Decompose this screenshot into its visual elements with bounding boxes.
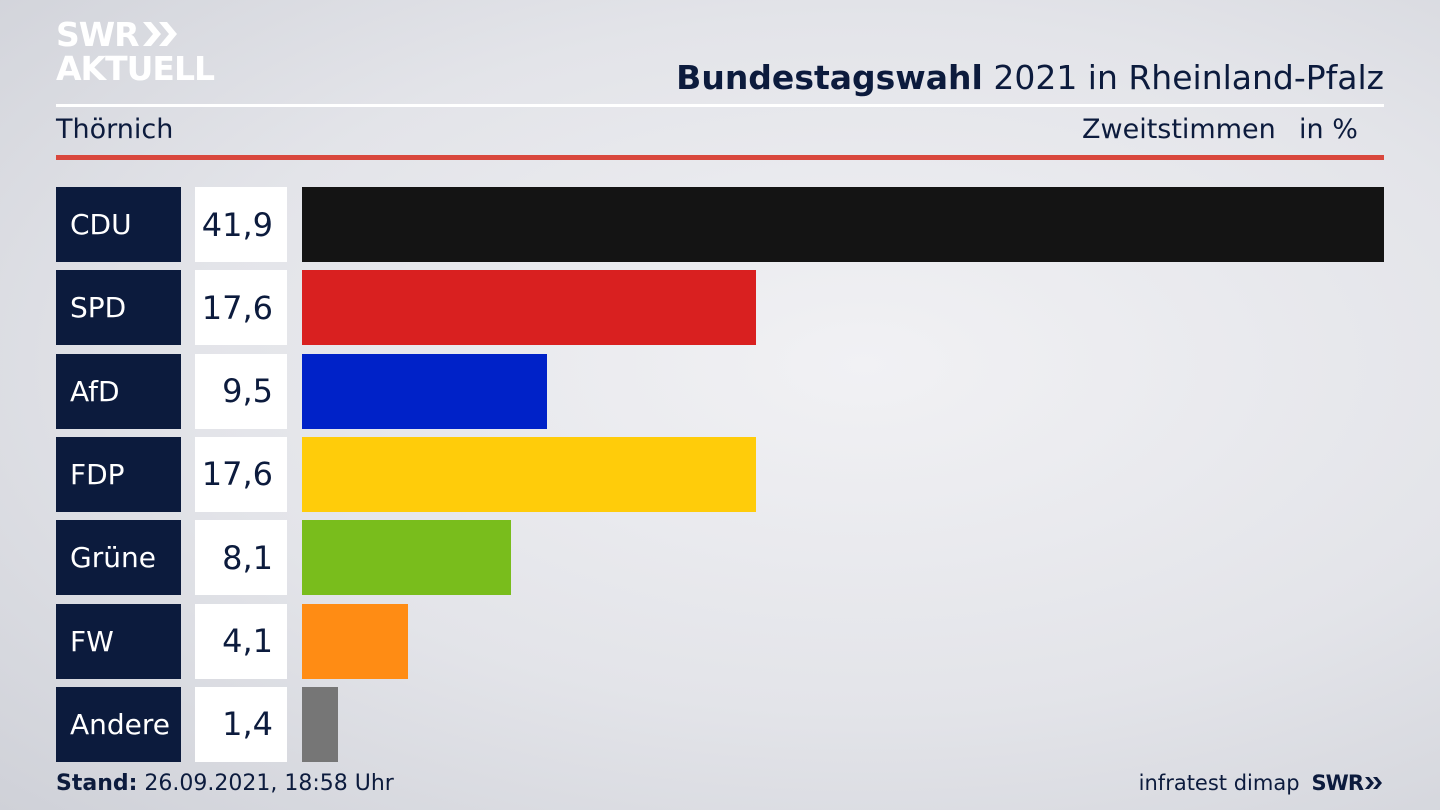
value-label: 4,1 (195, 603, 287, 679)
party-label: CDU (56, 187, 181, 262)
title-rest: 2021 in Rheinland-Pfalz (993, 58, 1384, 97)
party-label: FW (56, 603, 181, 679)
party-label: FDP (56, 436, 181, 512)
value-label: 1,4 (195, 686, 287, 762)
bar (302, 353, 548, 429)
bar (302, 187, 1384, 262)
party-label: Andere (56, 686, 181, 762)
bar-row: FDP 17,6 (56, 436, 1384, 512)
footer-swr-text: SWR (1311, 771, 1364, 795)
metric-label: Zweitstimmen (1082, 114, 1276, 145)
logo-swr-text: SWR (56, 14, 140, 54)
timestamp: Stand: 26.09.2021, 18:58 Uhr (56, 771, 394, 796)
stand-label: Stand: (56, 771, 138, 796)
value-label: 8,1 (195, 520, 287, 596)
bar (302, 436, 757, 512)
chevron-double-icon (142, 22, 177, 46)
bar-row: Andere 1,4 (56, 686, 1384, 762)
bar-row: SPD 17,6 (56, 270, 1384, 346)
bar (302, 603, 408, 679)
footer-swr-logo: SWR (1312, 771, 1384, 795)
bar-row: CDU 41,9 (56, 187, 1384, 262)
chart-title: Bundestagswahl 2021 in Rheinland-Pfalz (676, 58, 1384, 97)
header-divider (56, 104, 1384, 107)
stand-value: 26.09.2021, 18:58 Uhr (144, 771, 394, 796)
party-label: AfD (56, 353, 181, 429)
source-credit: infratest dimap SWR (1139, 771, 1384, 795)
bar-row: AfD 9,5 (56, 353, 1384, 429)
chevron-double-icon (1365, 777, 1382, 789)
bar (302, 270, 757, 346)
value-label: 41,9 (195, 187, 287, 262)
party-label: Grüne (56, 520, 181, 596)
bar (302, 520, 512, 596)
bar (302, 686, 339, 762)
logo-aktuell-text: AKTUELL (56, 49, 215, 88)
unit-label: in % (1299, 114, 1358, 145)
party-label: SPD (56, 270, 181, 346)
value-label: 17,6 (195, 270, 287, 346)
region-name: Thörnich (56, 114, 174, 145)
value-label: 9,5 (195, 353, 287, 429)
title-bold: Bundestagswahl (676, 58, 983, 97)
source-label: infratest dimap (1138, 771, 1300, 795)
accent-divider (56, 155, 1384, 160)
bar-row: FW 4,1 (56, 603, 1384, 679)
bar-row: Grüne 8,1 (56, 520, 1384, 596)
value-label: 17,6 (195, 436, 287, 512)
swr-aktuell-logo: SWR AKTUELL (56, 14, 215, 88)
